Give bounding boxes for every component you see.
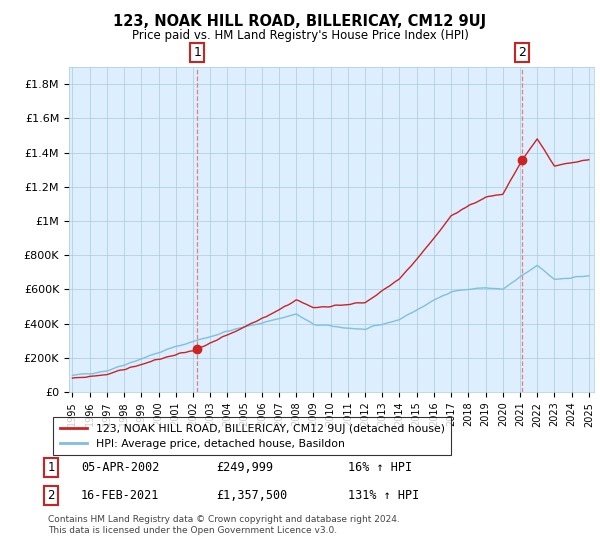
Text: Price paid vs. HM Land Registry's House Price Index (HPI): Price paid vs. HM Land Registry's House … bbox=[131, 29, 469, 42]
Text: Contains HM Land Registry data © Crown copyright and database right 2024.
This d: Contains HM Land Registry data © Crown c… bbox=[48, 515, 400, 535]
Legend: 123, NOAK HILL ROAD, BILLERICAY, CM12 9UJ (detached house), HPI: Average price, : 123, NOAK HILL ROAD, BILLERICAY, CM12 9U… bbox=[53, 417, 451, 455]
Text: 16% ↑ HPI: 16% ↑ HPI bbox=[348, 461, 412, 474]
Text: 1: 1 bbox=[193, 46, 201, 59]
Text: 05-APR-2002: 05-APR-2002 bbox=[81, 461, 160, 474]
Text: 1: 1 bbox=[47, 461, 55, 474]
Text: 131% ↑ HPI: 131% ↑ HPI bbox=[348, 489, 419, 502]
Text: 2: 2 bbox=[47, 489, 55, 502]
Text: 2: 2 bbox=[518, 46, 526, 59]
Text: £249,999: £249,999 bbox=[216, 461, 273, 474]
Text: 123, NOAK HILL ROAD, BILLERICAY, CM12 9UJ: 123, NOAK HILL ROAD, BILLERICAY, CM12 9U… bbox=[113, 14, 487, 29]
Text: 16-FEB-2021: 16-FEB-2021 bbox=[81, 489, 160, 502]
Text: £1,357,500: £1,357,500 bbox=[216, 489, 287, 502]
